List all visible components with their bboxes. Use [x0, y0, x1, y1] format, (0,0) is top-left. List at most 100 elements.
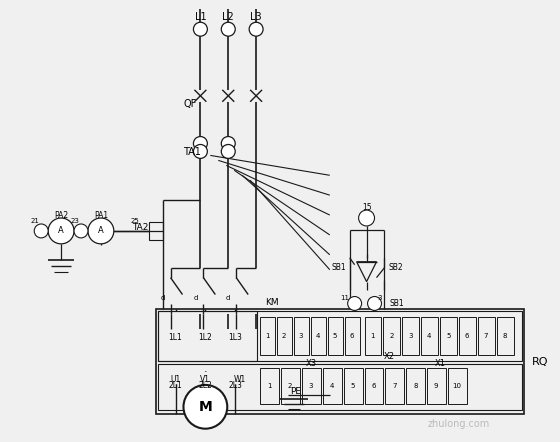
Text: PE: PE — [290, 388, 301, 396]
Text: 21: 21 — [31, 218, 40, 224]
Text: L2: L2 — [222, 12, 234, 22]
Text: 2L1: 2L1 — [169, 381, 183, 390]
Text: 6: 6 — [465, 333, 469, 339]
Bar — [277, 317, 292, 355]
Text: PA2: PA2 — [54, 210, 68, 220]
Text: 2: 2 — [389, 333, 394, 339]
Bar — [459, 317, 476, 355]
Text: X3: X3 — [305, 358, 316, 368]
Bar — [302, 368, 321, 404]
Text: V1: V1 — [200, 376, 211, 385]
Text: 3: 3 — [377, 294, 382, 301]
Text: U1: U1 — [170, 376, 181, 385]
Bar — [157, 312, 522, 361]
Text: 5: 5 — [333, 333, 337, 339]
Bar — [407, 368, 425, 404]
Circle shape — [348, 297, 362, 310]
Text: 10: 10 — [452, 383, 461, 389]
Circle shape — [74, 224, 88, 238]
Circle shape — [48, 218, 74, 244]
Text: A: A — [58, 226, 64, 236]
Text: 7: 7 — [392, 383, 396, 389]
Text: X2: X2 — [384, 352, 395, 361]
Bar — [294, 317, 309, 355]
Text: RQ: RQ — [532, 357, 548, 366]
Text: 6: 6 — [371, 383, 376, 389]
Text: 1L2: 1L2 — [198, 333, 212, 342]
Text: QF: QF — [184, 99, 197, 109]
Bar — [497, 317, 514, 355]
Bar — [260, 368, 279, 404]
Bar — [384, 317, 400, 355]
Circle shape — [221, 22, 235, 36]
Bar — [157, 364, 522, 410]
Text: 15: 15 — [362, 202, 371, 212]
Text: 5: 5 — [351, 383, 355, 389]
Text: 6: 6 — [349, 333, 354, 339]
Bar — [427, 368, 446, 404]
Text: 8: 8 — [503, 333, 507, 339]
Text: 9: 9 — [434, 383, 438, 389]
Bar — [440, 317, 457, 355]
Text: 2: 2 — [288, 383, 292, 389]
Text: 23: 23 — [71, 218, 80, 224]
Bar — [344, 368, 362, 404]
Text: A: A — [98, 226, 104, 236]
Circle shape — [358, 210, 375, 226]
Circle shape — [249, 22, 263, 36]
Text: TA1: TA1 — [184, 148, 202, 157]
Text: 1L1: 1L1 — [169, 333, 183, 342]
Bar — [260, 317, 275, 355]
Bar — [157, 312, 257, 361]
Bar — [403, 317, 419, 355]
Text: M: M — [198, 400, 212, 414]
Text: d: d — [160, 294, 165, 301]
Bar — [311, 317, 326, 355]
Bar — [148, 222, 162, 240]
Circle shape — [193, 137, 207, 150]
Text: PA1: PA1 — [94, 210, 108, 220]
Text: SB2: SB2 — [389, 263, 403, 272]
Bar — [328, 317, 343, 355]
Text: 7: 7 — [484, 333, 488, 339]
Text: zhulong.com: zhulong.com — [428, 419, 490, 429]
Text: 11: 11 — [340, 294, 349, 301]
Circle shape — [221, 145, 235, 158]
Text: TA2: TA2 — [132, 224, 148, 232]
Text: 2L2: 2L2 — [198, 381, 212, 390]
Circle shape — [184, 385, 227, 429]
Text: 3: 3 — [309, 383, 313, 389]
Text: .: . — [203, 364, 207, 374]
Text: 1L3: 1L3 — [228, 333, 242, 342]
Text: 3: 3 — [298, 333, 303, 339]
Text: d: d — [193, 294, 198, 301]
Text: 4: 4 — [329, 383, 334, 389]
Text: SB1: SB1 — [389, 299, 404, 308]
Circle shape — [367, 297, 381, 310]
Text: 25: 25 — [130, 218, 139, 224]
Text: W1: W1 — [234, 376, 246, 385]
Circle shape — [193, 145, 207, 158]
Text: 4: 4 — [316, 333, 320, 339]
Circle shape — [221, 137, 235, 150]
Circle shape — [193, 22, 207, 36]
Text: 5: 5 — [446, 333, 450, 339]
Bar — [478, 317, 495, 355]
Text: L1: L1 — [194, 12, 206, 22]
Bar — [281, 368, 300, 404]
Text: 2: 2 — [282, 333, 286, 339]
Text: L3: L3 — [250, 12, 262, 22]
Text: 4: 4 — [427, 333, 431, 339]
Bar — [365, 317, 381, 355]
Circle shape — [88, 218, 114, 244]
Bar — [385, 368, 404, 404]
Bar — [323, 368, 342, 404]
Bar — [421, 317, 438, 355]
Bar — [365, 368, 384, 404]
Text: 1: 1 — [370, 333, 375, 339]
Text: X1: X1 — [435, 358, 446, 368]
Text: KM: KM — [265, 298, 279, 307]
Text: d: d — [226, 294, 231, 301]
Circle shape — [34, 224, 48, 238]
Text: 3: 3 — [408, 333, 413, 339]
